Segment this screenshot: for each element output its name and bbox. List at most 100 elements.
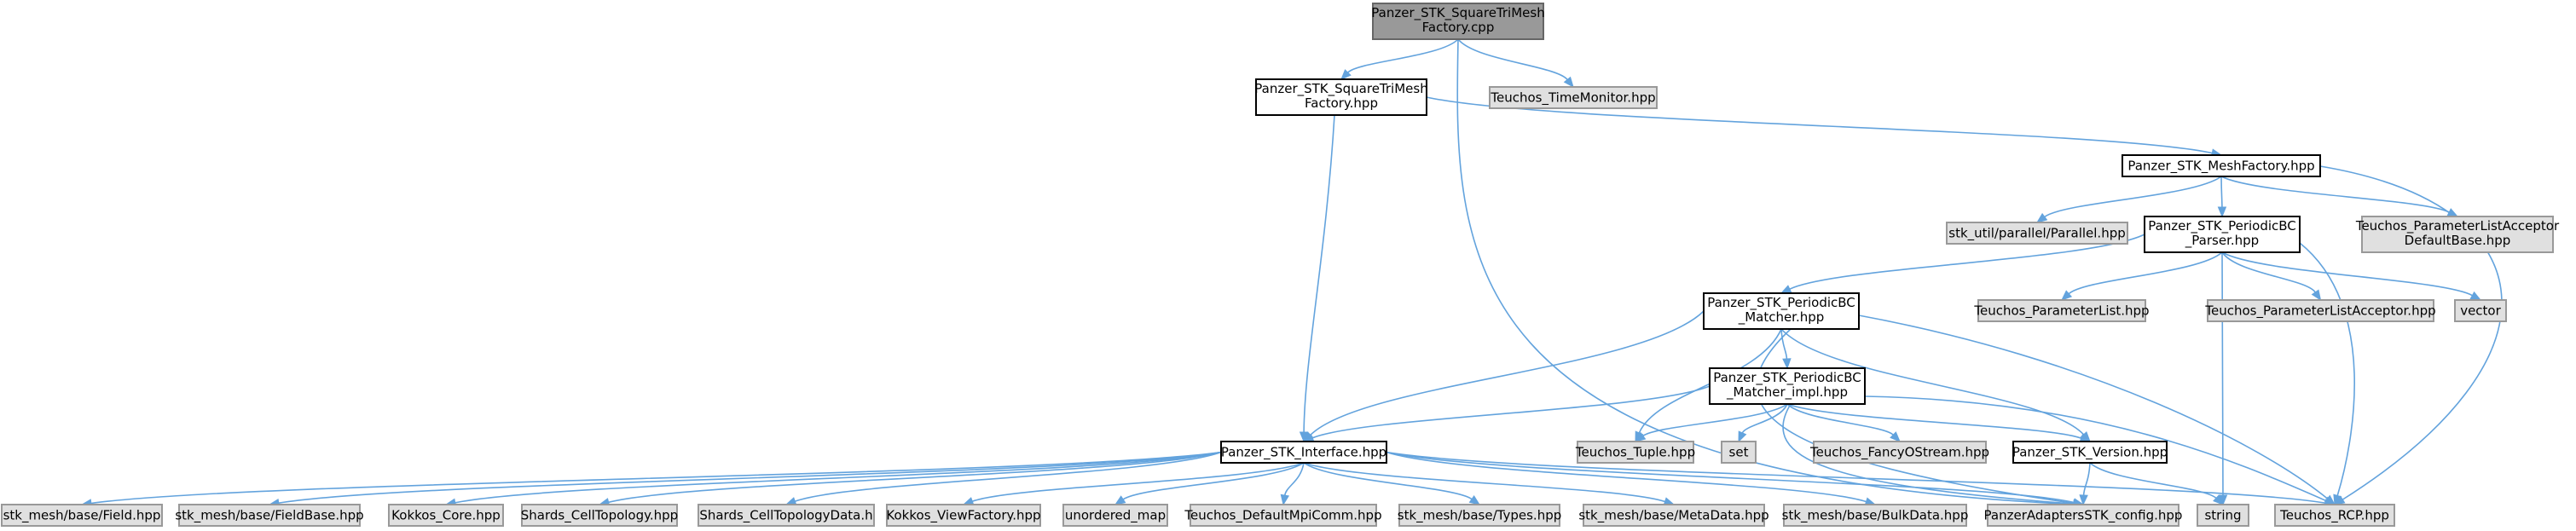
node-box: [2207, 299, 2434, 322]
edge-line: [278, 451, 1222, 504]
include-edge: [1456, 38, 2085, 509]
edge-line: [1386, 451, 2075, 504]
include-edge: [2061, 251, 2223, 301]
node-label: Panzer_STK_Interface.hpp: [1221, 445, 1386, 461]
include-edge: [444, 451, 1222, 507]
edge-layer: [80, 38, 2503, 509]
node-box: [1977, 299, 2146, 322]
node-label: Kokkos_Core.hpp: [391, 508, 501, 524]
node-string: string: [2197, 504, 2249, 527]
node-label: Shards_CellTopologyData.h: [699, 508, 872, 524]
edge-line: [1780, 328, 2085, 436]
node-box: [2274, 504, 2395, 527]
node-box: [1220, 441, 1387, 464]
include-edge: [1634, 403, 1788, 442]
edge-line: [1386, 451, 1867, 503]
edge-line: [1780, 328, 1788, 360]
edge-line: [454, 451, 1222, 504]
node-label: Teuchos_FancyOStream.hpp: [1809, 445, 1989, 461]
include-edge: [1786, 403, 2092, 442]
node-kokkoscore: Kokkos_Core.hpp: [388, 504, 504, 527]
node-box: [1062, 504, 1168, 527]
node-tuple: Teuchos_Tuple.hpp: [1575, 441, 1695, 464]
node-label: _Matcher_impl.hpp: [1726, 384, 1848, 401]
node-set: set: [1721, 441, 1757, 464]
node-label: Shards_CellTopology.hpp: [521, 508, 678, 524]
edge-arrowhead: [2035, 212, 2048, 223]
include-edge: [2035, 176, 2222, 223]
node-fieldbase: stk_mesh/base/FieldBase.hpp: [175, 504, 364, 527]
include-edge: [1303, 462, 1481, 505]
edge-arrowhead: [1890, 431, 1901, 442]
node-box: [2361, 216, 2554, 253]
edge-arrowhead: [1738, 430, 1747, 443]
include-edge: [2217, 176, 2227, 218]
edge-arrowhead: [2061, 290, 2073, 301]
node-celltopodata: Shards_CellTopologyData.h: [698, 504, 875, 527]
node-viewfac: Kokkos_ViewFactory.hpp: [886, 504, 1041, 527]
node-meshfac[interactable]: Panzer_STK_MeshFactory.hpp: [2122, 154, 2321, 177]
edge-line: [1311, 385, 1711, 439]
node-label: Teuchos_Tuple.hpp: [1575, 445, 1695, 461]
node-box: [178, 504, 361, 527]
include-edge: [80, 451, 1222, 508]
node-box: [1255, 78, 1427, 116]
node-iface[interactable]: Panzer_STK_Interface.hpp: [1220, 441, 1387, 464]
node-label: vector: [2460, 303, 2501, 319]
edge-arrowhead: [1634, 431, 1647, 442]
node-pbcparser[interactable]: Panzer_STK_PeriodicBC_Parser.hpp: [2144, 216, 2301, 253]
node-box: [1398, 504, 1560, 527]
node-label: Panzer_STK_SquareTriMesh: [1254, 81, 1427, 97]
include-edge: [962, 462, 1305, 505]
node-label: DefaultBase.hpp: [2405, 233, 2511, 248]
node-label: unordered_map: [1065, 508, 1166, 524]
node-field: stk_mesh/base/Field.hpp: [1, 504, 163, 527]
node-plist: Teuchos_ParameterList.hpp: [1973, 299, 2150, 322]
node-timemon: Teuchos_TimeMonitor.hpp: [1489, 86, 1658, 109]
node-label: Teuchos_RCP.hpp: [2279, 508, 2389, 524]
edge-line: [1303, 114, 1335, 433]
node-types: stk_mesh/base/Types.hpp: [1398, 504, 1561, 527]
edge-line: [2220, 176, 2223, 208]
node-fancy: Teuchos_FancyOStream.hpp: [1809, 441, 1989, 464]
include-edge: [1858, 315, 2336, 505]
include-edge: [1738, 403, 1788, 443]
include-edge: [1280, 462, 1305, 506]
node-label: stk_mesh/base/FieldBase.hpp: [175, 508, 363, 524]
node-box: [1709, 367, 1866, 405]
node-metadata: stk_mesh/base/MetaData.hpp: [1578, 504, 1769, 527]
edge-line: [1457, 38, 1568, 80]
include-edge: [2218, 251, 2228, 506]
node-box: [1987, 504, 2179, 527]
edge-line: [1741, 403, 1788, 434]
edge-arrowhead: [1780, 285, 1792, 294]
edge-line: [1386, 451, 2326, 504]
edge-line: [2319, 165, 2503, 500]
node-label: set: [1729, 445, 1749, 460]
edge-arrowhead: [2333, 493, 2342, 506]
include-edge: [268, 451, 1222, 508]
include-edge: [1457, 38, 1574, 89]
node-label: stk_mesh/base/BulkData.hpp: [1782, 508, 1969, 524]
node-label: Panzer_STK_Version.hpp: [2012, 445, 2168, 461]
include-edge: [2221, 251, 2322, 302]
include-edge: [1386, 451, 1877, 506]
node-label: _Parser.hpp: [2185, 233, 2259, 249]
node-label: Factory.cpp: [1422, 20, 1495, 35]
edge-arrowhead: [1340, 69, 1352, 80]
edge-line: [2221, 251, 2316, 293]
node-label: stk_util/parallel/Parallel.hpp: [1948, 226, 2126, 242]
node-label: PanzerAdaptersSTK_config.hpp: [1984, 508, 2183, 524]
node-box: [2454, 299, 2507, 322]
node-pbcmatcher[interactable]: Panzer_STK_PeriodicBC_Matcher.hpp: [1703, 292, 1860, 330]
edge-arrowhead: [1280, 493, 1290, 506]
node-version[interactable]: Panzer_STK_Version.hpp: [2012, 441, 2168, 464]
edge-line: [1283, 462, 1305, 496]
include-edge: [1114, 462, 1305, 505]
node-pbcimpl[interactable]: Panzer_STK_PeriodicBC_Matcher_impl.hpp: [1709, 367, 1866, 405]
node-box: [1813, 441, 1987, 464]
node-label: Kokkos_ViewFactory.hpp: [886, 508, 1040, 524]
node-label: stk_mesh/base/MetaData.hpp: [1578, 508, 1768, 524]
node-rcp: Teuchos_RCP.hpp: [2274, 504, 2395, 527]
